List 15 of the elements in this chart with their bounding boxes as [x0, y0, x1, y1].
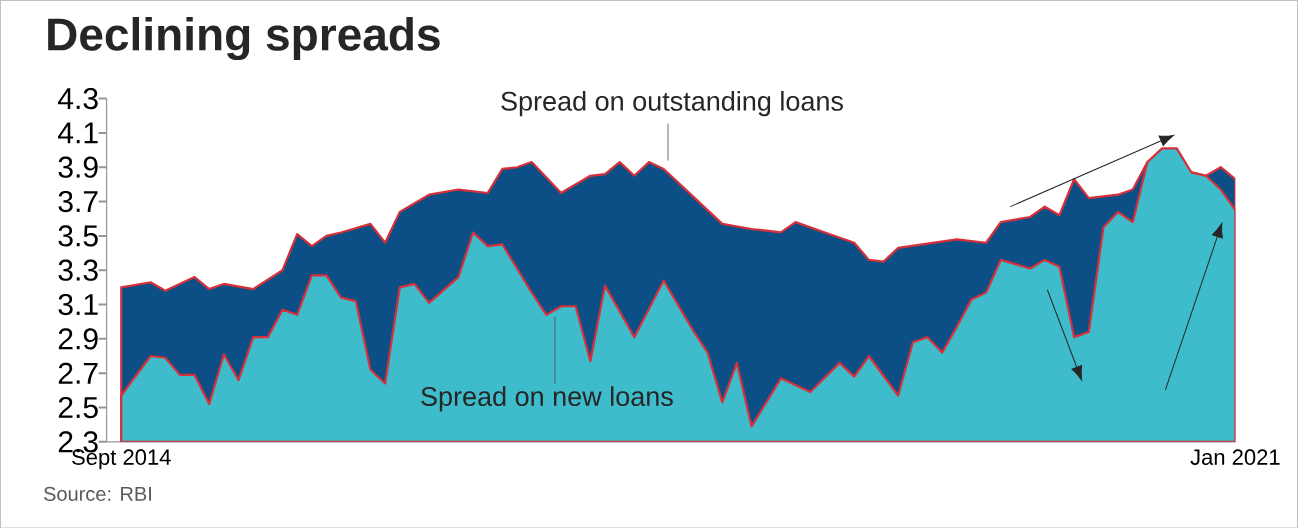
y-tick-label: 4.1	[58, 122, 98, 144]
y-tick-label: 2.9	[58, 328, 98, 350]
y-tick-label: 3.1	[58, 293, 98, 315]
x-tick-label: Jan 2021	[1190, 449, 1280, 465]
y-tick-label: 4.3	[58, 87, 98, 109]
source-note: Source: RBI	[43, 486, 151, 501]
y-tick-label: 3.7	[58, 190, 98, 212]
y-tick-label: 2.5	[58, 396, 98, 418]
y-tick-label: 3.5	[58, 225, 98, 247]
series-label: Spread on new loans	[421, 386, 673, 412]
chart-title: Declining spreads	[48, 16, 440, 60]
y-tick-label: 2.7	[58, 362, 98, 384]
y-tick-label: 3.9	[58, 156, 98, 178]
series-label: Spread on outstanding loans	[501, 90, 843, 116]
y-tick-label: 3.3	[58, 259, 98, 281]
